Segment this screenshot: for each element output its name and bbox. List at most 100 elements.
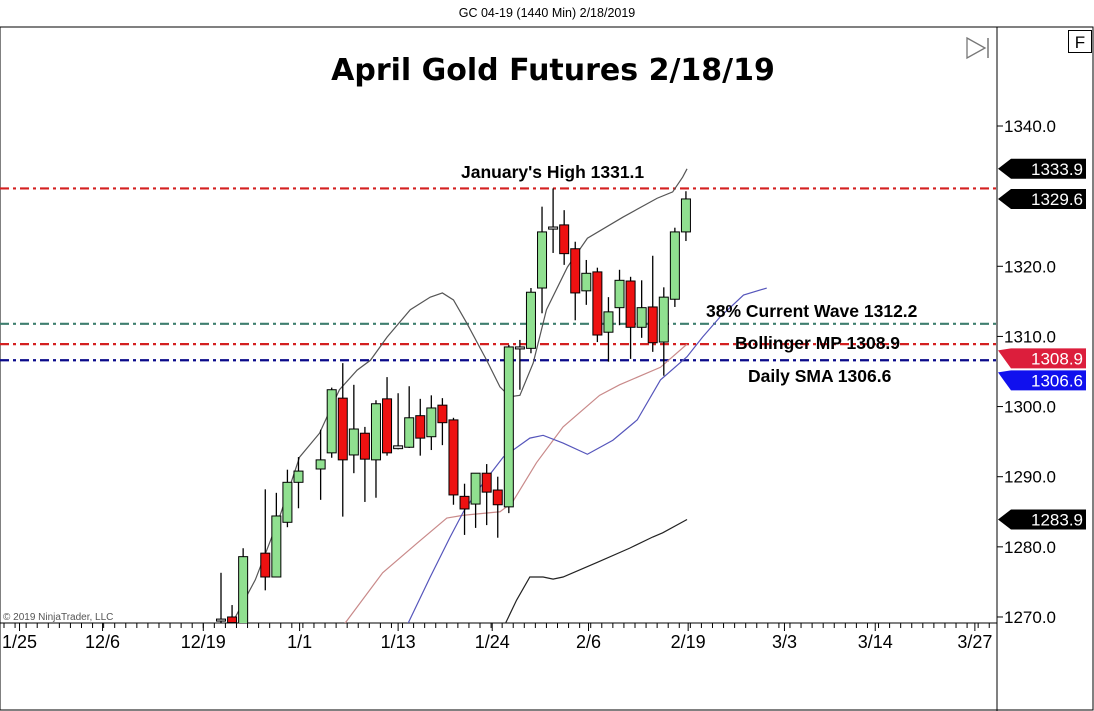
candle xyxy=(448,417,459,505)
candle-body xyxy=(614,279,625,309)
x-tick-label: 12/19 xyxy=(181,632,226,652)
candle xyxy=(326,387,337,458)
candle xyxy=(393,393,404,450)
x-tick-label: 1/13 xyxy=(381,632,416,652)
bollinger-mp-label: Bollinger MP 1308.9 xyxy=(735,333,900,353)
candle-body xyxy=(448,419,459,496)
candle-body xyxy=(636,307,647,328)
candle-body xyxy=(680,198,691,233)
price-marker-label: 1333.9 xyxy=(1031,160,1083,179)
middle-band-line xyxy=(344,343,688,623)
candle xyxy=(437,398,448,446)
daily-sma-label: Daily SMA 1306.6 xyxy=(748,366,892,386)
upper-band-line xyxy=(231,168,688,623)
candle xyxy=(537,206,548,314)
copyright-text: © 2019 NinjaTrader, LLC xyxy=(3,612,113,623)
skip-to-end-icon[interactable] xyxy=(966,36,989,60)
f-button-label: F xyxy=(1075,33,1085,52)
daily-sma-line xyxy=(407,287,767,623)
candle-body xyxy=(459,495,470,510)
y-tick-label: 1300.0 xyxy=(1004,398,1056,417)
januarys-high-label: January's High 1331.1 xyxy=(461,162,644,182)
f-button[interactable]: F xyxy=(1068,30,1092,53)
chart-frame xyxy=(0,26,1094,711)
price-marker-tag xyxy=(998,158,1086,179)
candle-body xyxy=(370,403,381,461)
candle xyxy=(404,386,415,448)
candle-body xyxy=(570,248,581,294)
candle xyxy=(548,188,559,253)
candle-body xyxy=(337,397,348,461)
candle-body xyxy=(503,346,514,508)
y-tick-label: 1290.0 xyxy=(1004,468,1056,487)
price-marker-label: 1308.9 xyxy=(1031,349,1083,368)
candle-body xyxy=(426,407,437,438)
candle-body xyxy=(658,296,669,343)
candle xyxy=(359,426,370,502)
candle xyxy=(282,469,293,528)
candle xyxy=(426,395,437,451)
lower-band-line xyxy=(504,518,688,623)
candle xyxy=(614,269,625,326)
candle-body xyxy=(647,306,658,344)
candle xyxy=(514,339,525,390)
candle xyxy=(227,605,238,623)
candle xyxy=(293,457,304,509)
y-tick-label: 1320.0 xyxy=(1004,257,1056,276)
candle xyxy=(481,464,492,526)
candle-body xyxy=(559,224,570,255)
candle-body xyxy=(514,346,525,350)
x-tick-label: 3/14 xyxy=(858,632,893,652)
candle xyxy=(658,287,669,376)
x-tick-label: 1/25 xyxy=(2,632,37,652)
wave-38-label: 38% Current Wave 1312.2 xyxy=(706,301,918,321)
candle-body xyxy=(437,404,448,424)
candle-body xyxy=(260,552,271,578)
x-tick-label: 1/1 xyxy=(287,632,312,652)
candle-body xyxy=(525,291,536,349)
candle-body xyxy=(481,472,492,493)
candle-body xyxy=(537,231,548,289)
candle xyxy=(503,344,514,514)
candle xyxy=(348,384,359,474)
chart-window-header: GC 04-19 (1440 Min) 2/18/2019 xyxy=(458,6,636,20)
y-axis: 1340.0 1320.0 1300.0 1290.0 1280.0 1270.0 xyxy=(997,117,1056,627)
candle xyxy=(680,191,691,242)
candle xyxy=(260,489,271,591)
candle-body xyxy=(592,271,603,336)
candle-body xyxy=(271,515,282,578)
price-marker-label: 1306.6 xyxy=(1031,371,1083,390)
candle xyxy=(271,492,282,578)
y-tick-label: 1340.0 xyxy=(1004,117,1056,136)
x-tick-label: 3/3 xyxy=(772,632,797,652)
candle xyxy=(238,548,249,623)
candle xyxy=(636,280,647,338)
candle xyxy=(647,255,658,352)
price-marker-tag xyxy=(998,370,1086,391)
candle xyxy=(625,276,636,359)
candle-body xyxy=(548,226,559,230)
price-markers: 1333.9 1329.6 1310.0 1308.9 1306.6 1283.9 xyxy=(998,158,1086,530)
candle xyxy=(592,267,603,343)
price-marker: 1283.9 xyxy=(998,509,1086,530)
candle-body xyxy=(393,445,404,450)
candle-body xyxy=(238,556,249,623)
candle xyxy=(337,363,348,517)
candle-body xyxy=(227,616,238,623)
x-tick-label: 2/6 xyxy=(576,632,601,652)
price-marker-tag xyxy=(998,188,1086,209)
candle xyxy=(216,572,226,623)
price-marker-tag xyxy=(998,348,1086,369)
x-tick-label: 2/19 xyxy=(671,632,706,652)
price-marker: 1306.6 xyxy=(998,370,1086,391)
candle xyxy=(669,227,680,307)
candle xyxy=(459,483,470,535)
chart-title: April Gold Futures 2/18/19 xyxy=(331,53,775,88)
price-marker-label: 1310.0 xyxy=(1004,327,1056,346)
candle-body xyxy=(470,472,481,505)
candle-body xyxy=(315,459,326,470)
horizontal-lines xyxy=(0,187,997,362)
candle xyxy=(370,400,381,498)
price-marker: 1308.9 xyxy=(998,348,1086,369)
